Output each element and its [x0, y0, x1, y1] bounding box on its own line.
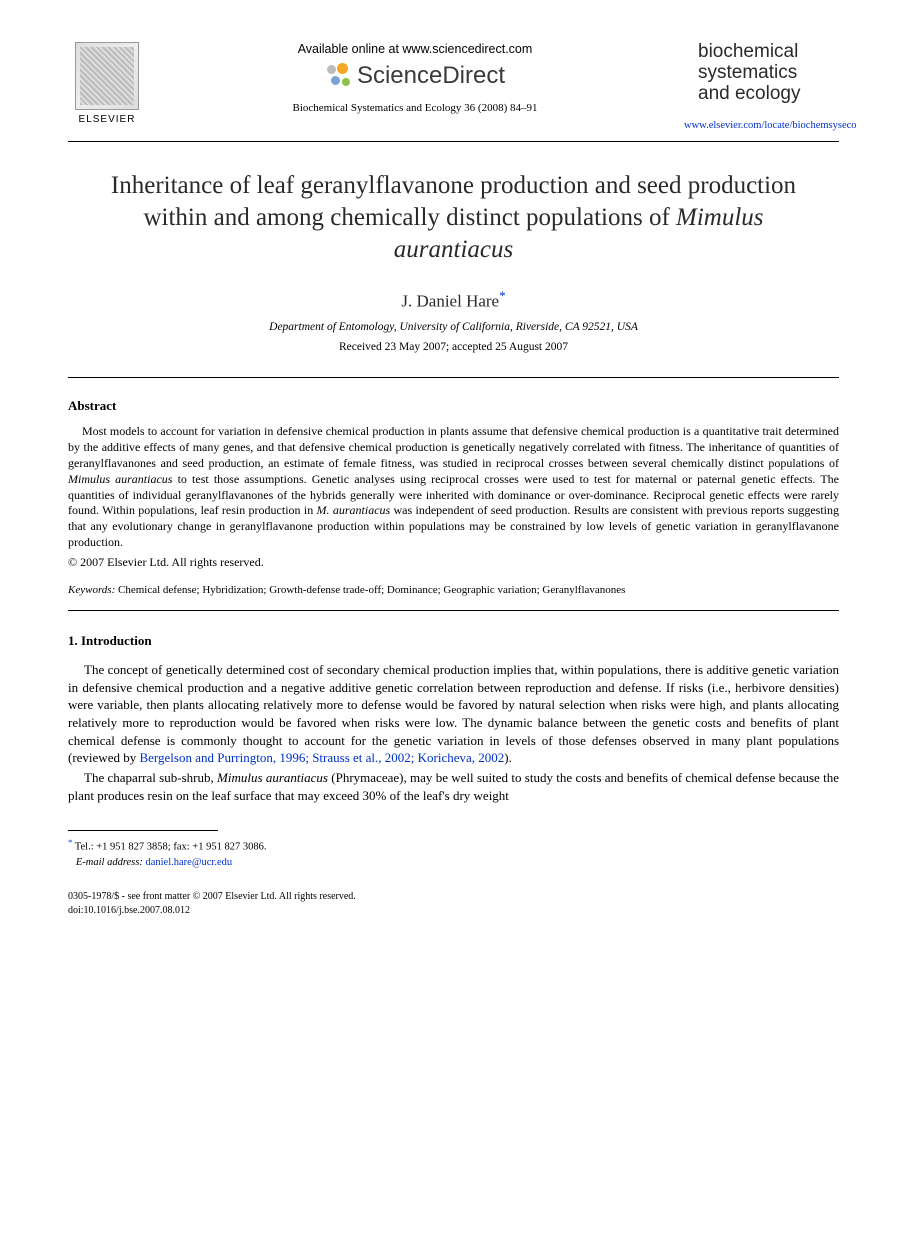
elsevier-tree-logo — [75, 42, 139, 110]
article-title: Inheritance of leaf geranylflavanone pro… — [68, 170, 839, 266]
front-matter-line: 0305-1978/$ - see front matter © 2007 El… — [68, 890, 839, 904]
abstract-species: M. aurantiacus — [317, 503, 391, 517]
journal-title-line: biochemical — [698, 41, 798, 62]
footnote-contact: * Tel.: +1 951 827 3858; fax: +1 951 827… — [68, 836, 839, 855]
dot-icon — [342, 78, 350, 86]
author-mark[interactable]: * — [499, 288, 506, 303]
affiliation: Department of Entomology, University of … — [68, 321, 839, 333]
journal-title-line: systematics — [698, 62, 797, 83]
article-dates: Received 23 May 2007; accepted 25 August… — [68, 341, 839, 353]
dot-icon — [331, 76, 340, 85]
journal-url-link[interactable]: www.elsevier.com/locate/biochemsyseco — [684, 120, 857, 131]
keywords-label: Keywords: — [68, 584, 115, 596]
abstract-species: Mimulus aurantiacus — [68, 472, 172, 486]
citation-line: Biochemical Systematics and Ecology 36 (… — [158, 102, 672, 114]
keywords-line: Keywords: Chemical defense; Hybridizatio… — [68, 584, 839, 596]
dot-icon — [337, 63, 348, 74]
journal-title: biochemical systematics and ecology — [684, 42, 839, 105]
abstract-bottom-rule — [68, 610, 839, 611]
publisher-block: ELSEVIER — [68, 42, 146, 125]
header-row: ELSEVIER Available online at www.science… — [68, 42, 839, 133]
intro-para-2: The chaparral sub-shrub, Mimulus auranti… — [68, 769, 839, 804]
header-separator — [68, 141, 839, 142]
abstract-text: Most models to account for variation in … — [68, 424, 839, 551]
doi-line: doi:10.1016/j.bse.2007.08.012 — [68, 904, 839, 918]
copyright-line: © 2007 Elsevier Ltd. All rights reserved… — [68, 555, 839, 570]
para-text: ). — [504, 750, 512, 765]
author-line: J. Daniel Hare* — [68, 288, 839, 312]
footnote-contact-text: Tel.: +1 951 827 3858; fax: +1 951 827 3… — [72, 842, 266, 853]
email-link[interactable]: daniel.hare@ucr.edu — [143, 857, 232, 868]
sciencedirect-text: ScienceDirect — [357, 62, 505, 90]
bottom-info: 0305-1978/$ - see front matter © 2007 El… — [68, 890, 839, 917]
para-text: The chaparral sub-shrub, — [84, 770, 217, 785]
author-name: J. Daniel Hare — [401, 291, 499, 310]
abstract-block: Abstract Most models to account for vari… — [68, 398, 839, 570]
footnote-email-line: E-mail address: daniel.hare@ucr.edu — [68, 856, 839, 871]
footnote-separator — [68, 830, 218, 831]
available-online-text: Available online at www.sciencedirect.co… — [158, 42, 672, 56]
intro-para-1: The concept of genetically determined co… — [68, 661, 839, 767]
section-heading-intro: 1. Introduction — [68, 633, 839, 649]
abstract-top-rule — [68, 377, 839, 378]
journal-title-line: and ecology — [698, 83, 800, 104]
dot-icon — [327, 65, 336, 74]
footnote-block: * Tel.: +1 951 827 3858; fax: +1 951 827… — [68, 836, 839, 870]
center-header: Available online at www.sciencedirect.co… — [146, 42, 684, 114]
publisher-name: ELSEVIER — [79, 114, 136, 125]
journal-block: biochemical systematics and ecology www.… — [684, 42, 839, 133]
sciencedirect-brand: ScienceDirect — [158, 62, 672, 90]
keywords-text: Chemical defense; Hybridization; Growth-… — [115, 584, 625, 596]
abstract-span: Most models to account for variation in … — [68, 424, 839, 470]
sciencedirect-icon — [325, 63, 351, 89]
email-label: E-mail address: — [76, 857, 143, 868]
para-species: Mimulus aurantiacus — [217, 770, 328, 785]
abstract-heading: Abstract — [68, 398, 839, 414]
citation-link[interactable]: Bergelson and Purrington, 1996; Strauss … — [139, 750, 504, 765]
